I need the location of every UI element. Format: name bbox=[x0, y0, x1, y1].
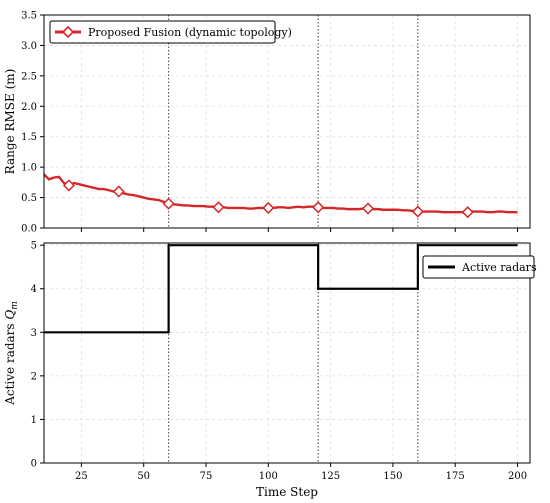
y-tick-label: 3 bbox=[31, 328, 37, 339]
data-point-marker bbox=[212, 201, 225, 214]
data-point-marker bbox=[312, 201, 325, 214]
data-point-marker bbox=[361, 202, 375, 215]
x-tick-label: 125 bbox=[321, 471, 340, 482]
radars-legend-label: Active radars bbox=[461, 261, 537, 274]
x-tick-label: 150 bbox=[383, 471, 402, 482]
series-line bbox=[44, 244, 518, 334]
x-axis-label: Time Step bbox=[256, 485, 318, 499]
radars-legend-box bbox=[422, 255, 535, 279]
rmse-legend-marker bbox=[61, 25, 75, 39]
rmse-series bbox=[43, 173, 518, 219]
radars-y-axis-label-subscript: m bbox=[10, 301, 20, 310]
x-tick-label: 175 bbox=[446, 471, 465, 482]
x-tick-label: 100 bbox=[259, 471, 278, 482]
x-tick-label: 25 bbox=[75, 471, 88, 482]
y-tick-label: 1 bbox=[31, 415, 37, 426]
radars-axes-frame bbox=[43, 242, 531, 464]
radars-y-ticks: 0 1 2 3 4 5 bbox=[31, 241, 44, 470]
y-tick-label: 0.0 bbox=[21, 224, 37, 235]
rmse-grid bbox=[44, 14, 530, 229]
rmse-legend-label: Proposed Fusion (dynamic topology) bbox=[88, 26, 292, 39]
rmse-panel: 0.00.51.01.52.02.53.03.5 Range RMSE (m) … bbox=[3, 11, 531, 235]
y-tick-label: 0 bbox=[31, 459, 37, 470]
data-point-marker bbox=[262, 201, 275, 214]
y-tick-label: 3.5 bbox=[21, 11, 37, 22]
x-tick-label: 50 bbox=[137, 471, 150, 482]
radars-y-axis-label-symbol: Q bbox=[3, 310, 17, 320]
y-tick-label: 0.5 bbox=[21, 193, 37, 204]
y-tick-label: 3.0 bbox=[21, 41, 37, 52]
data-point-marker bbox=[112, 185, 125, 198]
data-point-marker bbox=[461, 206, 474, 219]
rmse-x-ticks bbox=[80, 228, 519, 232]
radars-y-axis-label-main: Active radars bbox=[3, 320, 17, 406]
y-tick-label: 2 bbox=[31, 371, 37, 382]
x-tick-label: 200 bbox=[508, 471, 527, 482]
radars-legend: Active radars bbox=[422, 255, 537, 279]
radars-y-axis-label: Active radars Qm bbox=[3, 301, 20, 406]
y-tick-label: 1.5 bbox=[21, 132, 37, 143]
rmse-legend-box bbox=[49, 20, 276, 44]
radars-event-lines bbox=[168, 243, 419, 463]
rmse-event-lines bbox=[168, 15, 419, 228]
active-radars-panel: 0 1 2 3 4 5 25 50 75 100 125 150 175 200 Active rada… bbox=[3, 241, 537, 499]
data-point-marker bbox=[162, 197, 175, 210]
data-point-marker bbox=[411, 205, 424, 218]
y-tick-label: 2.5 bbox=[21, 71, 37, 82]
y-tick-label: 4 bbox=[31, 284, 37, 295]
radars-x-ticks: 25 50 75 100 125 150 175 200 bbox=[75, 463, 527, 482]
rmse-y-axis-label: Range RMSE (m) bbox=[3, 69, 17, 175]
y-tick-label: 5 bbox=[31, 241, 37, 252]
y-tick-label: 2.0 bbox=[21, 102, 37, 113]
y-tick-label: 1.0 bbox=[21, 163, 37, 174]
rmse-legend: Proposed Fusion (dynamic topology) bbox=[49, 20, 292, 44]
radars-series bbox=[44, 244, 518, 334]
rmse-axes-frame bbox=[43, 14, 531, 229]
x-tick-label: 75 bbox=[200, 471, 213, 482]
rmse-y-ticks: 0.0 0.5 1.0 1.5 2.0 2.5 3.0 3.5 bbox=[21, 11, 44, 235]
data-point-marker bbox=[62, 179, 75, 192]
